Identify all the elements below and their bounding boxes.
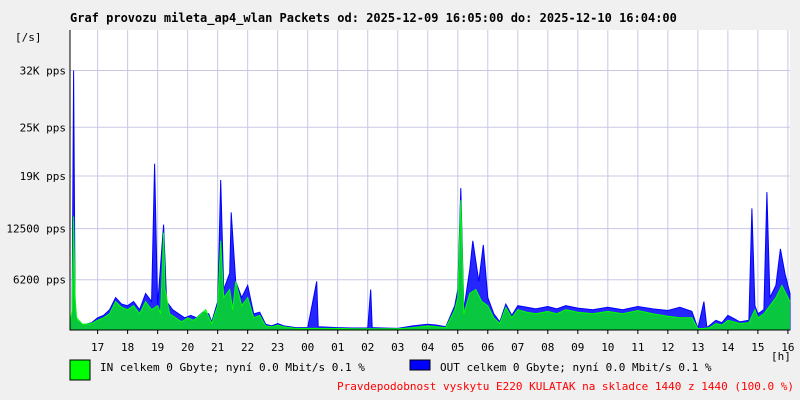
y-axis-tick-labels: 6200 pps 12500 pps 19K pps 25K pps 32K pps [6, 65, 66, 287]
legend-in-swatch [69, 359, 91, 381]
y-tick-label: 25K pps [20, 121, 66, 134]
x-tick-label: 11 [631, 341, 644, 354]
series-in-line [69, 200, 791, 330]
x-tick-label: 00 [301, 341, 314, 354]
x-tick-label: 22 [241, 341, 254, 354]
x-tick-label: 23 [271, 341, 284, 354]
x-tick-label: 19 [151, 341, 164, 354]
x-tick-label: 08 [541, 341, 554, 354]
x-axis-unit-label: [h] [771, 350, 791, 363]
x-tick-label: 03 [391, 341, 404, 354]
y-tick-label: 32K pps [20, 65, 66, 78]
x-tick-label: 12 [661, 341, 674, 354]
series-out-area [69, 70, 791, 331]
plot-area [70, 30, 790, 330]
y-tick-label: 19K pps [20, 170, 66, 183]
x-tick-label: 06 [481, 341, 494, 354]
legend-in-label: IN celkem 0 Gbyte; nyní 0.0 Mbit/s 0.1 % [100, 361, 365, 374]
y-axis-unit-label: [/s] [15, 31, 42, 44]
x-tick-label: 10 [601, 341, 614, 354]
x-axis-tick-labels: 17 18 19 20 21 22 23 00 01 02 03 04 05 06 07 08 09 10 11 12… [91, 330, 795, 354]
series-in-area [70, 200, 790, 330]
legend-out-swatch [409, 359, 431, 371]
y-tick-label: 12500 pps [6, 223, 66, 236]
footer-probability-note: Pravdepodobnost vyskytu E220 KULATAK na … [337, 380, 794, 393]
y-tick-label: 6200 pps [13, 274, 66, 287]
x-tick-label: 20 [181, 341, 194, 354]
x-tick-label: 21 [211, 341, 224, 354]
chart-title: Graf provozu mileta_ap4_wlan Packets od:… [70, 11, 677, 26]
x-tick-label: 13 [691, 341, 704, 354]
x-tick-label: 09 [571, 341, 584, 354]
x-tick-label: 07 [511, 341, 524, 354]
x-tick-label: 02 [361, 341, 374, 354]
x-tick-label: 05 [451, 341, 464, 354]
x-tick-label: 16 [781, 341, 794, 354]
x-tick-label: 14 [721, 341, 735, 354]
x-tick-label: 18 [121, 341, 134, 354]
x-tick-label: 01 [331, 341, 344, 354]
horizontal-gridlines [70, 70, 790, 281]
x-tick-label: 04 [421, 341, 435, 354]
x-tick-label: 15 [751, 341, 764, 354]
legend-out-label: OUT celkem 0 Gbyte; nyní 0.0 Mbit/s 0.1 … [440, 361, 712, 374]
x-tick-label: 17 [91, 341, 104, 354]
